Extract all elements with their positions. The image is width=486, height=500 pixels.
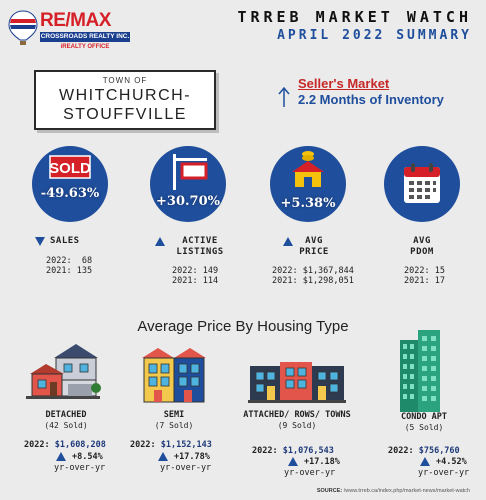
house-coins-icon bbox=[292, 151, 324, 187]
housing-yoy-condo: yr-over-yr bbox=[418, 468, 470, 478]
housing-price-detached: 2022: $1,608,208 bbox=[24, 440, 106, 450]
stat-change: +5.38% bbox=[280, 196, 336, 211]
housing-price-semi: 2022: $1,152,143 bbox=[130, 440, 212, 450]
town-name-line2: STOUFFVILLE bbox=[63, 106, 187, 123]
town-label: TOWN OF bbox=[102, 76, 148, 85]
town-name-line1: WHITCHURCH- bbox=[58, 87, 192, 104]
page-subtitle: APRIL 2022 SUMMARY bbox=[277, 28, 472, 43]
housing-sold-semi: (7 Sold) bbox=[154, 421, 194, 430]
stat-label-sales: SALES bbox=[50, 236, 80, 246]
down-triangle-icon bbox=[35, 237, 45, 246]
stat-circle-listings: +30.70% bbox=[150, 146, 226, 222]
housing-type-semi: SEMI bbox=[163, 410, 185, 420]
housing-sold-detached: (42 Sold) bbox=[44, 421, 88, 430]
stat-2021-listings: 2021: 114 bbox=[172, 276, 219, 286]
brand-sub: iREALTY OFFICE bbox=[60, 44, 110, 50]
stat-change: +30.70% bbox=[156, 194, 220, 209]
detached-house-icon bbox=[26, 344, 101, 399]
stat-circle-sales: SOLD -49.63% bbox=[32, 146, 108, 222]
source-url[interactable]: /www.trreb.ca/index.php/market-news/mark… bbox=[343, 488, 470, 494]
up-triangle-icon bbox=[158, 452, 168, 461]
townhouse-icon bbox=[248, 362, 346, 403]
arrow-up-icon bbox=[278, 86, 290, 107]
housing-change-condo: +4.52% bbox=[436, 457, 467, 467]
stat-label-pdom: AVG PDOM bbox=[410, 236, 434, 257]
up-triangle-icon bbox=[283, 237, 293, 246]
housing-type-detached: DETACHED bbox=[45, 410, 87, 420]
months-inventory: 2.2 Months of Inventory bbox=[298, 92, 444, 107]
housing-sold-attached: (9 Sold) bbox=[277, 421, 317, 430]
stat-2022-sales: 2022: 68 bbox=[46, 256, 93, 266]
calendar-icon bbox=[404, 163, 440, 203]
svg-text:SOLD: SOLD bbox=[49, 160, 91, 177]
up-triangle-icon bbox=[155, 237, 165, 246]
semi-house-icon bbox=[142, 348, 206, 403]
for-sale-sign-icon bbox=[173, 154, 208, 190]
stat-2022-pdom: 2022: 15 bbox=[404, 266, 445, 276]
stat-change: -49.63% bbox=[40, 186, 100, 201]
up-triangle-icon bbox=[288, 457, 298, 466]
stat-2021-sales: 2021: 135 bbox=[46, 266, 93, 276]
brand-name: RE/MAX bbox=[40, 10, 111, 31]
housing-change-attached: +17.18% bbox=[304, 457, 340, 467]
town-box: TOWN OF WHITCHURCH- STOUFFVILLE bbox=[34, 70, 216, 130]
stat-2021-pdom: 2021: 17 bbox=[404, 276, 445, 286]
stat-2022-listings: 2022: 149 bbox=[172, 266, 219, 276]
housing-price-condo: 2022: $756,760 bbox=[388, 446, 460, 456]
hot-air-balloon-icon bbox=[8, 10, 38, 45]
housing-type-attached: ATTACHED/ ROWS/ TOWNS bbox=[243, 410, 351, 420]
housing-price-attached: 2022: $1,076,543 bbox=[252, 446, 334, 456]
market-type: Seller's Market bbox=[298, 76, 390, 91]
up-triangle-icon bbox=[56, 452, 66, 461]
housing-yoy-attached: yr-over-yr bbox=[284, 468, 336, 478]
remax-logo: RE/MAX CROSSROADS REALTY INC. iREALTY OF… bbox=[8, 8, 130, 54]
stat-circle-price: +5.38% bbox=[270, 146, 346, 222]
housing-change-semi: +17.78% bbox=[174, 452, 210, 462]
page-title: TRREB MARKET WATCH bbox=[237, 8, 472, 26]
stat-2021-price: 2021: $1,298,051 bbox=[272, 276, 354, 286]
housing-sold-condo: (5 Sold) bbox=[404, 423, 444, 432]
brand-office-bar: CROSSROADS REALTY INC. bbox=[40, 32, 130, 42]
stat-label-price: AVG PRICE bbox=[299, 236, 329, 257]
housing-yoy-detached: yr-over-yr bbox=[54, 463, 106, 473]
housing-type-condo: CONDO APT bbox=[400, 412, 448, 422]
section-title: Average Price By Housing Type bbox=[137, 318, 349, 335]
housing-yoy-semi: yr-over-yr bbox=[160, 463, 212, 473]
stat-label-listings: ACTIVE LISTINGS bbox=[176, 236, 224, 257]
up-triangle-icon bbox=[420, 457, 430, 466]
housing-change-detached: +8.54% bbox=[72, 452, 103, 462]
stat-2022-price: 2022: $1,367,844 bbox=[272, 266, 354, 276]
condo-tower-icon bbox=[400, 330, 440, 412]
stat-circle-pdom bbox=[384, 146, 460, 222]
sold-sign-icon: SOLD bbox=[49, 155, 91, 179]
source-credit: SOURCE: /www.trreb.ca/index.php/market-n… bbox=[316, 488, 470, 494]
